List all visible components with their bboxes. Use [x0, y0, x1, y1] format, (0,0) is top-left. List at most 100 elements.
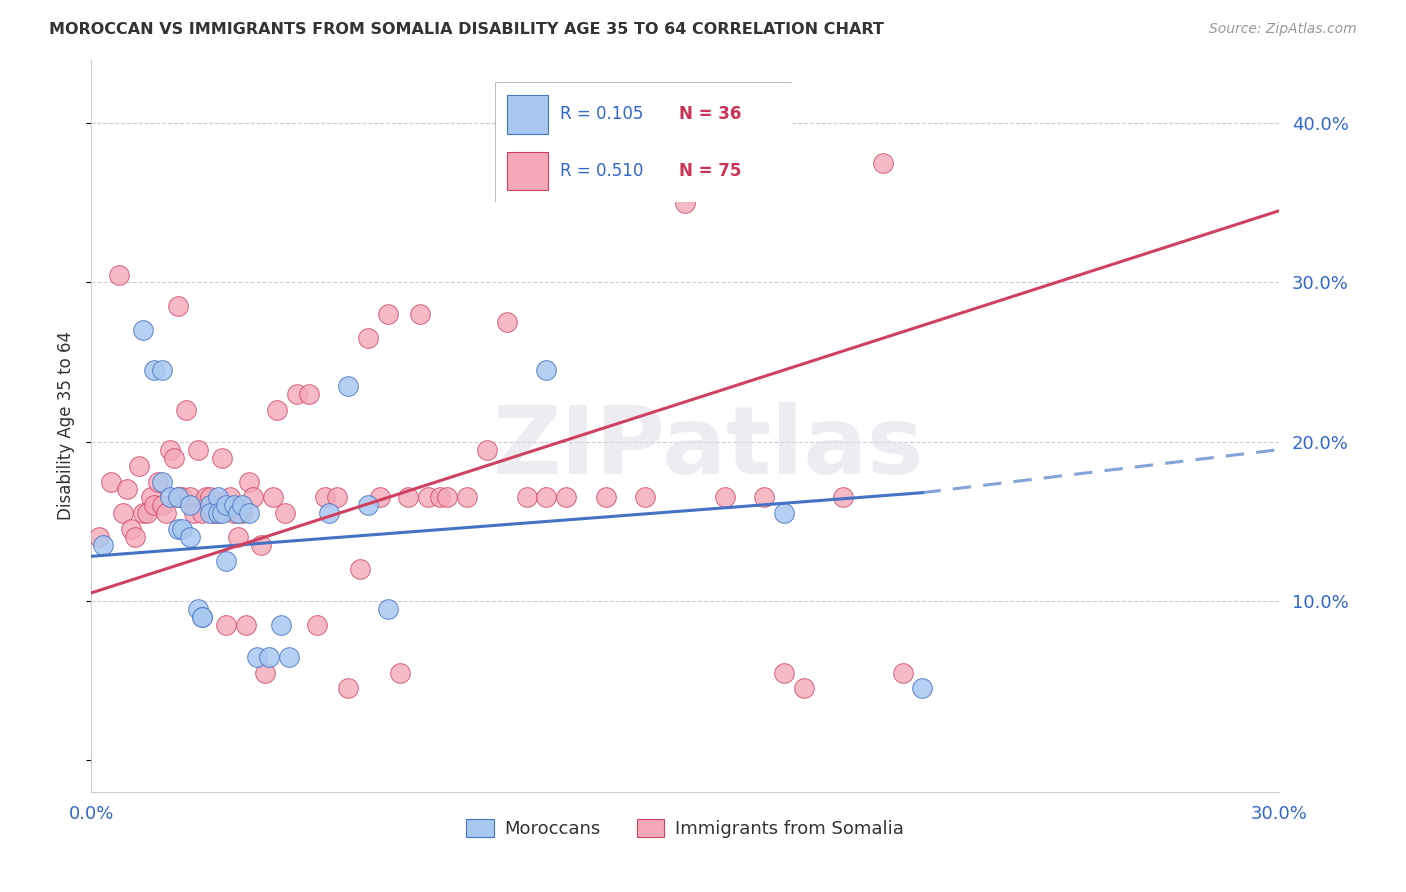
Legend: Moroccans, Immigrants from Somalia: Moroccans, Immigrants from Somalia [460, 812, 911, 846]
Text: ZIPatlas: ZIPatlas [494, 401, 924, 494]
Point [325, 491, 347, 505]
Point [124, 530, 146, 544]
Point [416, 491, 439, 505]
Point [163, 450, 186, 465]
Point [298, 387, 321, 401]
Point [595, 491, 617, 505]
Point [278, 649, 301, 664]
Point [131, 507, 153, 521]
Point [191, 507, 214, 521]
Point [270, 617, 292, 632]
Point [211, 507, 233, 521]
Point [111, 507, 134, 521]
Point [872, 156, 894, 170]
Point [187, 602, 209, 616]
Point [172, 522, 194, 536]
Point [368, 491, 391, 505]
Point [135, 507, 157, 521]
Point [396, 491, 419, 505]
Point [516, 491, 538, 505]
Point [752, 491, 775, 505]
Point [207, 507, 229, 521]
Point [139, 491, 162, 505]
Point [475, 442, 498, 457]
Y-axis label: Disability Age 35 to 64: Disability Age 35 to 64 [58, 331, 75, 520]
Point [436, 491, 458, 505]
Point [250, 538, 273, 552]
Point [911, 681, 934, 696]
Point [202, 507, 225, 521]
Point [318, 507, 340, 521]
Point [167, 491, 190, 505]
Point [377, 307, 399, 321]
Point [274, 507, 297, 521]
Point [198, 491, 221, 505]
Point [159, 491, 181, 505]
Point [246, 649, 269, 664]
Point [198, 499, 221, 513]
Point [100, 475, 122, 489]
Point [793, 681, 815, 696]
Point [179, 499, 201, 513]
Point [194, 491, 217, 505]
Point [357, 499, 380, 513]
Text: MOROCCAN VS IMMIGRANTS FROM SOMALIA DISABILITY AGE 35 TO 64 CORRELATION CHART: MOROCCAN VS IMMIGRANTS FROM SOMALIA DISA… [49, 22, 884, 37]
Point [337, 681, 360, 696]
Point [713, 491, 735, 505]
Point [183, 507, 205, 521]
Point [235, 617, 257, 632]
Text: Source: ZipAtlas.com: Source: ZipAtlas.com [1209, 22, 1357, 37]
Point [207, 491, 229, 505]
Point [222, 499, 245, 513]
Point [634, 491, 657, 505]
Point [218, 491, 240, 505]
Point [91, 538, 114, 552]
Point [120, 522, 142, 536]
Point [238, 475, 260, 489]
Point [174, 402, 197, 417]
Point [222, 507, 245, 521]
Point [555, 491, 578, 505]
Point [773, 665, 796, 680]
Point [152, 475, 174, 489]
Point [115, 483, 138, 497]
Point [891, 665, 914, 680]
Point [254, 665, 277, 680]
Point [314, 491, 336, 505]
Point [191, 610, 214, 624]
Point [87, 530, 110, 544]
Point [226, 530, 249, 544]
Point [198, 507, 221, 521]
Point [155, 507, 177, 521]
Point [215, 554, 238, 568]
Point [128, 458, 150, 473]
Point [215, 499, 238, 513]
Point [536, 491, 558, 505]
Point [211, 450, 233, 465]
Point [215, 617, 238, 632]
Point [337, 379, 360, 393]
Point [409, 307, 432, 321]
Point [159, 442, 181, 457]
Point [191, 610, 214, 624]
Point [536, 363, 558, 377]
Point [238, 507, 260, 521]
Point [108, 268, 131, 282]
Point [495, 315, 517, 329]
Point [187, 442, 209, 457]
Point [242, 491, 264, 505]
Point [349, 562, 371, 576]
Point [231, 499, 253, 513]
Point [172, 491, 194, 505]
Point [167, 522, 190, 536]
Point [179, 530, 201, 544]
Point [143, 499, 166, 513]
Point [148, 475, 170, 489]
Point [143, 363, 166, 377]
Point [131, 323, 153, 337]
Point [773, 507, 796, 521]
Point [456, 491, 478, 505]
Point [167, 491, 190, 505]
Point [167, 299, 190, 313]
Point [357, 331, 380, 345]
